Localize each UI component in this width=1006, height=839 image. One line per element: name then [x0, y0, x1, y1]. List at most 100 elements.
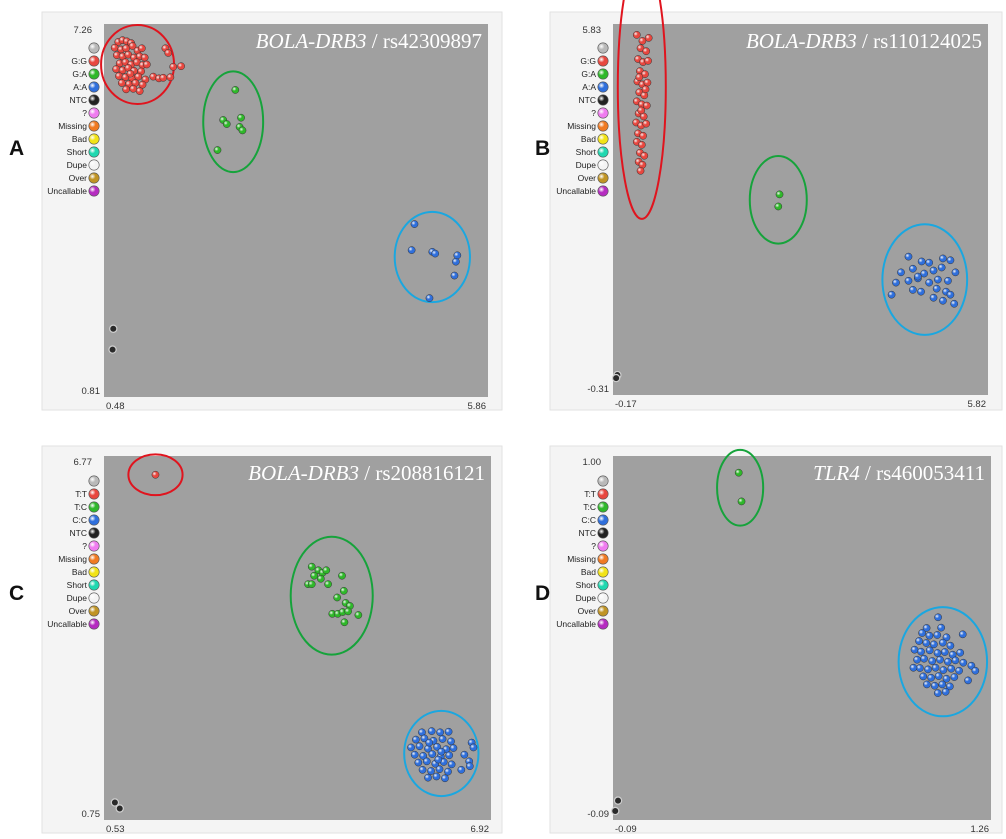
data-point	[964, 676, 972, 685]
legend-label: T:C	[583, 502, 596, 512]
data-point	[892, 278, 900, 287]
data-point	[117, 79, 126, 87]
legend-marker	[88, 514, 100, 526]
legend-marker	[597, 55, 609, 67]
title-gene: BOLA-DRB3	[248, 461, 359, 485]
data-point	[930, 640, 938, 649]
panel-a: A BOLA-DRB3 / rs42309897 7.26 0.81 0.48 5.86 G…	[9, 11, 503, 412]
panel-b-title: BOLA-DRB3 / rs110124025	[746, 29, 982, 53]
data-point	[344, 607, 352, 616]
data-point	[222, 120, 231, 128]
data-point	[945, 682, 954, 691]
data-point	[159, 73, 168, 82]
data-point	[613, 796, 623, 805]
panel-letter-b: B	[535, 137, 550, 160]
title-gene: BOLA-DRB3	[746, 29, 857, 53]
data-point	[445, 751, 454, 760]
data-point	[944, 657, 952, 666]
x-tick-label: 5.86	[468, 401, 487, 412]
data-point	[231, 86, 240, 94]
data-point	[237, 113, 245, 122]
legend-marker	[88, 81, 100, 93]
data-point	[407, 743, 415, 752]
data-point	[453, 251, 462, 260]
data-point	[129, 84, 138, 93]
legend-label: C:C	[581, 515, 596, 525]
series-ntc	[611, 370, 622, 383]
data-point	[138, 80, 147, 89]
legend-marker	[88, 55, 100, 67]
data-point	[929, 266, 938, 275]
cluster-ellipse-green	[289, 535, 374, 656]
panel-c-title: BOLA-DRB3 / rs208816121	[248, 461, 485, 485]
data-point	[338, 571, 346, 580]
data-point	[632, 31, 641, 39]
legend-label: Over	[69, 173, 88, 183]
data-point	[469, 743, 478, 752]
data-point	[109, 324, 118, 333]
data-point	[916, 664, 924, 672]
legend-label: Uncallable	[47, 186, 87, 196]
plot-area-b	[613, 24, 988, 395]
data-point	[450, 271, 459, 280]
data-point	[422, 757, 431, 766]
series-ntc	[108, 324, 118, 354]
data-point	[924, 665, 932, 674]
data-point	[410, 220, 419, 228]
data-point	[917, 647, 925, 656]
data-point	[611, 806, 620, 816]
data-point	[310, 571, 319, 580]
data-point	[108, 345, 117, 354]
cluster-ellipse-blue	[881, 223, 969, 336]
legend-label: G:G	[580, 56, 596, 66]
legend-marker	[88, 553, 100, 565]
data-point	[934, 672, 943, 680]
data-point	[122, 44, 130, 53]
x-tick-label: 0.53	[106, 824, 125, 835]
data-point	[932, 284, 941, 293]
cluster-ellipse-blue	[897, 606, 989, 718]
legend-label: Bad	[72, 567, 87, 577]
data-point	[238, 126, 247, 135]
cluster-ellipse-red	[127, 453, 184, 497]
legend-label: Missing	[567, 121, 596, 131]
legend-label: ?	[82, 108, 87, 118]
data-point	[425, 294, 434, 302]
data-point	[929, 293, 938, 302]
legend-label: Bad	[581, 134, 596, 144]
legend-marker	[597, 172, 609, 184]
data-point	[937, 623, 946, 632]
legend-label: Short	[67, 580, 88, 590]
data-point	[643, 78, 652, 87]
legend-marker	[88, 133, 100, 145]
data-point	[642, 47, 651, 56]
data-point	[923, 680, 931, 689]
legend-label: Missing	[567, 554, 596, 564]
legend-label: T:T	[75, 489, 87, 499]
legend-label: Short	[576, 147, 597, 157]
legend-label: ?	[591, 108, 596, 118]
data-point	[927, 673, 935, 682]
data-point	[917, 257, 926, 266]
data-point	[946, 256, 955, 265]
legend-c: T:T T:C C:C NTC? Missing Bad Short Dupe Over Unca…	[47, 475, 100, 630]
data-point	[431, 249, 440, 258]
data-point	[925, 631, 934, 640]
data-point	[177, 62, 185, 71]
legend-marker	[597, 94, 609, 106]
data-point	[939, 254, 947, 263]
series-ntc	[110, 798, 124, 813]
series-tc	[734, 468, 746, 506]
data-point	[435, 765, 444, 774]
data-point	[641, 85, 650, 94]
series-aa	[887, 252, 960, 308]
data-point	[164, 49, 173, 57]
data-point	[914, 272, 922, 281]
data-point	[424, 773, 432, 782]
data-point	[958, 630, 967, 639]
series-ntc	[611, 796, 623, 816]
data-point	[955, 666, 963, 675]
legend-marker	[597, 605, 609, 617]
data-point	[917, 287, 925, 296]
data-point	[942, 674, 951, 683]
